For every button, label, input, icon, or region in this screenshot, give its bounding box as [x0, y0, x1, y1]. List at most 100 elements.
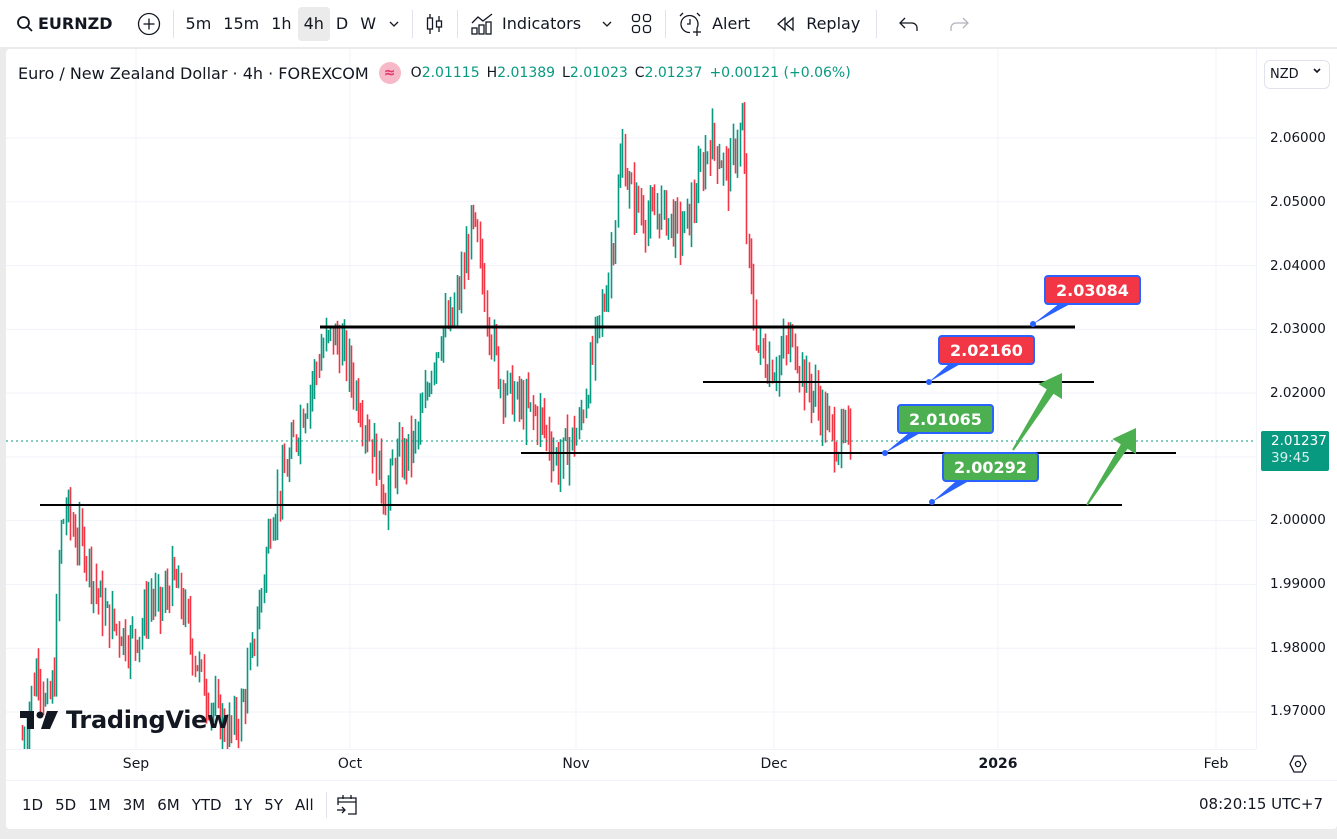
price-label: 1.99000	[1270, 576, 1326, 592]
chart-pane[interactable]	[6, 49, 1256, 749]
high-value: 2.01389	[497, 65, 556, 81]
price-axis[interactable]: 2.06000 2.05000 2.04000 2.03000 2.02000 …	[1256, 49, 1337, 749]
time-label-dec: Dec	[760, 756, 788, 772]
toolbar-divider	[325, 791, 327, 818]
toolbar-divider	[172, 9, 174, 38]
replay-button[interactable]: Replay	[770, 7, 866, 41]
time-axis[interactable]: Sep Oct Nov Dec 2026 Feb	[6, 749, 1256, 779]
candlestick-chart[interactable]	[6, 49, 1256, 749]
low-value: 2.01023	[569, 65, 628, 81]
price-label: 1.97000	[1270, 703, 1326, 719]
close-value: 2.01237	[644, 65, 703, 81]
chart-type-button[interactable]	[419, 7, 451, 41]
time-label-feb: Feb	[1203, 756, 1229, 772]
watermark-text: TradingView	[66, 706, 229, 734]
range-3m[interactable]: 3M	[122, 795, 146, 814]
range-5y[interactable]: 5Y	[264, 795, 284, 814]
top-toolbar: EURNZD 5m 15m 1h 4h D W Indicators	[0, 0, 1337, 47]
alarm-clock-icon	[678, 11, 704, 37]
chevron-down-icon	[388, 20, 400, 28]
tradingview-logo-icon	[20, 711, 58, 729]
range-6m[interactable]: 6M	[157, 795, 180, 814]
high-key: H	[486, 65, 498, 81]
low-key: L	[562, 65, 570, 81]
interval-1h[interactable]: 1h	[271, 14, 292, 33]
interval-w[interactable]: W	[360, 14, 377, 33]
close-key: C	[634, 65, 645, 81]
indicators-button[interactable]: Indicators	[464, 7, 587, 41]
time-label-nov: Nov	[562, 756, 590, 772]
bottom-toolbar: 1D 5D 1M 3M 6M YTD 1Y 5Y All 08:20:15 UT…	[6, 780, 1337, 828]
tradingview-watermark[interactable]: TradingView	[20, 706, 229, 734]
replay-label: Replay	[806, 14, 861, 33]
chart-legend: Euro / New Zealand Dollar · 4h · FOREXCO…	[18, 62, 851, 84]
range-1m[interactable]: 1M	[88, 795, 111, 814]
ohlc-values: O2.01115 H2.01389 L2.01023 C2.01237 +0.0…	[411, 65, 851, 81]
range-1y[interactable]: 1Y	[233, 795, 253, 814]
range-all[interactable]: All	[295, 795, 314, 814]
price-label: 2.03000	[1270, 321, 1326, 337]
bottom-panel-strip	[0, 829, 1337, 839]
time-label-sep: Sep	[122, 756, 150, 772]
chart-settings-button[interactable]	[1288, 754, 1308, 778]
indicators-icon	[470, 12, 494, 35]
currency-label: NZD	[1270, 67, 1299, 82]
chevron-down-icon	[601, 20, 613, 28]
range-5d[interactable]: 5D	[55, 795, 77, 814]
symbol-title[interactable]: Euro / New Zealand Dollar · 4h · FOREXCO…	[18, 63, 369, 83]
grid-icon	[631, 13, 653, 35]
toolbar-divider	[412, 9, 414, 38]
candlestick-icon	[425, 13, 445, 35]
symbol-search-button[interactable]: EURNZD	[10, 7, 119, 41]
price-label: 2.04000	[1270, 258, 1326, 274]
toolbar-divider	[457, 9, 459, 38]
plus-circle-icon	[137, 12, 161, 36]
callout-2-03084[interactable]: 2.03084	[1044, 275, 1141, 305]
toolbar-divider	[876, 9, 878, 38]
alert-label: Alert	[712, 14, 751, 33]
open-value: 2.01115	[421, 65, 480, 81]
price-label: 2.05000	[1270, 194, 1326, 210]
callout-2-02160[interactable]: 2.02160	[938, 335, 1035, 365]
callout-2-01065[interactable]: 2.01065	[897, 404, 994, 434]
clock-timezone[interactable]: 08:20:15 UTC+7	[1199, 795, 1323, 813]
market-status-icon[interactable]: ≈	[378, 62, 401, 84]
layouts-button[interactable]	[625, 7, 659, 41]
chevron-down-icon	[1312, 67, 1322, 78]
price-label: 2.02000	[1270, 385, 1326, 401]
range-1d[interactable]: 1D	[22, 795, 44, 814]
alert-button[interactable]: Alert	[672, 7, 756, 41]
interval-d[interactable]: D	[335, 14, 349, 33]
go-to-date-button[interactable]	[335, 793, 359, 817]
price-label: 1.98000	[1270, 640, 1326, 656]
change-value: +0.00121 (+0.06%)	[709, 65, 851, 81]
undo-icon	[897, 16, 919, 32]
interval-5m[interactable]: 5m	[185, 14, 212, 33]
indicators-dropdown[interactable]	[595, 7, 619, 41]
search-icon	[16, 15, 34, 33]
interval-dropdown[interactable]	[382, 7, 406, 41]
rewind-icon	[776, 16, 796, 32]
redo-icon	[949, 16, 971, 32]
last-price-value: 2.01237	[1271, 433, 1327, 449]
open-key: O	[410, 65, 422, 81]
interval-4h[interactable]: 4h	[297, 6, 330, 41]
callout-2-00292[interactable]: 2.00292	[942, 452, 1039, 482]
toolbar-divider	[665, 9, 667, 38]
price-label: 2.06000	[1270, 130, 1326, 146]
compare-symbol-button[interactable]	[131, 7, 167, 41]
currency-select[interactable]: NZD	[1264, 60, 1330, 89]
time-label-2026: 2026	[978, 756, 1018, 772]
last-price-label: 2.01237 39:45	[1261, 431, 1329, 471]
symbol-label: EURNZD	[38, 14, 113, 33]
redo-button[interactable]	[943, 7, 977, 41]
undo-button[interactable]	[891, 7, 925, 41]
interval-15m[interactable]: 15m	[223, 14, 260, 33]
price-label: 2.00000	[1270, 512, 1326, 528]
time-label-oct: Oct	[337, 756, 363, 772]
bar-countdown: 39:45	[1271, 450, 1310, 466]
settings-icon	[1289, 755, 1307, 773]
range-ytd[interactable]: YTD	[191, 795, 222, 814]
calendar-goto-icon	[336, 794, 357, 815]
indicators-label: Indicators	[502, 14, 582, 33]
